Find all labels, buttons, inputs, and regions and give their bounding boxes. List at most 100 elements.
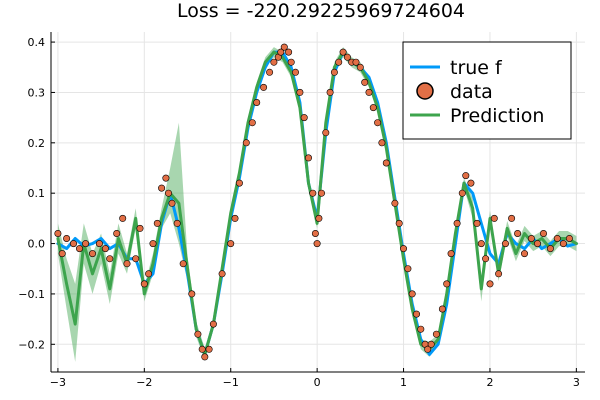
data-point xyxy=(300,114,308,122)
data-point xyxy=(490,214,498,222)
data-point xyxy=(132,255,140,263)
x-tick-label: 3 xyxy=(573,376,580,389)
data-point xyxy=(374,119,382,127)
data-point xyxy=(514,230,522,238)
data-point xyxy=(482,255,490,263)
legend-label-prediction: Prediction xyxy=(450,105,544,127)
data-point xyxy=(365,88,373,96)
data-point xyxy=(165,189,173,197)
data-point xyxy=(408,290,416,298)
data-point xyxy=(546,245,554,253)
data-point xyxy=(168,199,176,207)
x-tick-label: −2 xyxy=(136,376,152,389)
data-point xyxy=(227,240,235,248)
data-point xyxy=(242,139,250,147)
data-points xyxy=(54,43,573,361)
data-point xyxy=(89,250,97,258)
data-point xyxy=(432,330,440,338)
data-point xyxy=(412,310,420,318)
data-point xyxy=(438,305,446,313)
chart-title: Loss = -220.29225969724604 xyxy=(177,0,465,22)
data-point xyxy=(467,179,475,187)
data-point xyxy=(317,189,325,197)
data-point xyxy=(162,174,170,182)
data-point xyxy=(270,58,278,66)
data-point xyxy=(296,88,304,96)
axes xyxy=(50,32,585,373)
data-point xyxy=(335,58,343,66)
legend-label-true-f: true f xyxy=(450,57,503,79)
data-point xyxy=(291,68,299,76)
data-point xyxy=(123,260,131,268)
data-point xyxy=(356,63,364,71)
data-point xyxy=(417,325,425,333)
data-point xyxy=(253,99,261,107)
data-point xyxy=(399,245,407,253)
data-point xyxy=(145,270,153,278)
data-point xyxy=(473,219,481,227)
data-point xyxy=(82,240,90,248)
data-point xyxy=(235,179,243,187)
data-point xyxy=(101,245,109,253)
data-point xyxy=(382,159,390,167)
data-point xyxy=(527,235,535,243)
data-point xyxy=(248,119,256,127)
data-point xyxy=(495,270,503,278)
y-tick-label: −0.2 xyxy=(18,338,45,351)
x-tick-label: −1 xyxy=(223,376,239,389)
data-point xyxy=(462,172,470,180)
data-point xyxy=(188,290,196,298)
data-point xyxy=(58,250,66,258)
data-point xyxy=(218,270,226,278)
data-point xyxy=(378,139,386,147)
data-point xyxy=(266,68,274,76)
data-point xyxy=(391,199,399,207)
data-point xyxy=(136,224,144,232)
data-point xyxy=(539,230,547,238)
data-point xyxy=(205,345,213,353)
data-point xyxy=(209,320,217,328)
data-point xyxy=(304,154,312,162)
data-point xyxy=(326,88,334,96)
data-point xyxy=(198,345,206,353)
y-tick-label: 0.4 xyxy=(28,36,46,49)
x-tick-label: 2 xyxy=(486,376,493,389)
x-tick-label: −3 xyxy=(50,376,66,389)
data-point xyxy=(311,230,319,238)
y-tick-label: 0.3 xyxy=(28,86,46,99)
data-point xyxy=(277,48,285,56)
data-point xyxy=(447,250,455,258)
data-point xyxy=(119,214,127,222)
data-point xyxy=(194,330,202,338)
data-point xyxy=(287,58,295,66)
data-point xyxy=(427,340,435,348)
data-point xyxy=(553,235,561,243)
tick-labels: −3 −2 −1 0 1 2 3 −0.2 −0.1 0.0 0.1 0.2 0.3 0.4 xyxy=(18,36,580,389)
data-point xyxy=(149,240,157,248)
data-point xyxy=(501,240,509,248)
data-point xyxy=(309,189,317,197)
data-point xyxy=(179,260,187,268)
data-point xyxy=(533,240,541,248)
data-point xyxy=(260,83,268,91)
data-point xyxy=(520,250,528,258)
data-point xyxy=(106,255,114,263)
data-point xyxy=(361,78,369,86)
data-point xyxy=(95,240,103,248)
data-point xyxy=(313,240,321,248)
y-tick-label: 0.2 xyxy=(28,137,46,150)
data-point xyxy=(477,240,485,248)
series-line-prediction xyxy=(56,50,578,356)
data-point xyxy=(280,43,288,51)
data-point xyxy=(395,219,403,227)
data-point xyxy=(565,235,573,243)
data-point xyxy=(559,240,567,248)
data-point xyxy=(153,219,161,227)
data-point xyxy=(140,280,148,288)
data-point xyxy=(508,214,516,222)
data-point xyxy=(201,353,209,361)
data-point xyxy=(404,265,412,273)
x-tick-label: 0 xyxy=(314,376,321,389)
data-point xyxy=(458,189,466,197)
